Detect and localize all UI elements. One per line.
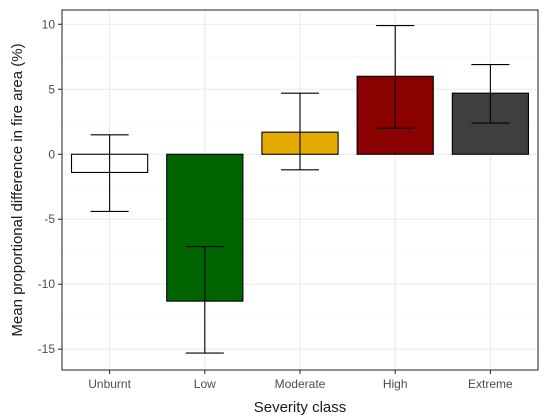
bars — [70, 75, 530, 302]
y-tick-label: 0 — [48, 147, 55, 161]
y-tick-label: -5 — [44, 212, 55, 226]
y-axis-ticks: -15 -10 -5 0 5 10 — [38, 17, 62, 356]
error-bar-extreme — [471, 64, 510, 124]
x-tick-label-extreme: Extreme — [468, 377, 513, 391]
error-bar-moderate — [280, 92, 320, 171]
grid-lines — [62, 10, 538, 370]
error-bar-high — [376, 25, 415, 129]
x-axis-title: Severity class — [254, 399, 347, 416]
x-axis-ticks: Unburnt Low Moderate High Extreme — [88, 370, 513, 391]
x-tick-label-low: Low — [194, 377, 216, 391]
x-tick-label-high: High — [383, 377, 408, 391]
error-bars — [90, 25, 510, 354]
y-tick-label: -10 — [38, 277, 56, 291]
x-tick-label-moderate: Moderate — [275, 377, 326, 391]
y-axis-title: Mean proportional difference in fire are… — [9, 43, 26, 336]
y-tick-label: 5 — [48, 82, 55, 96]
error-bar-unburnt — [90, 134, 129, 212]
y-tick-label: -15 — [38, 342, 56, 356]
x-tick-label-unburnt: Unburnt — [88, 377, 131, 391]
error-bar-low — [185, 245, 224, 354]
y-tick-label: 10 — [42, 17, 56, 31]
